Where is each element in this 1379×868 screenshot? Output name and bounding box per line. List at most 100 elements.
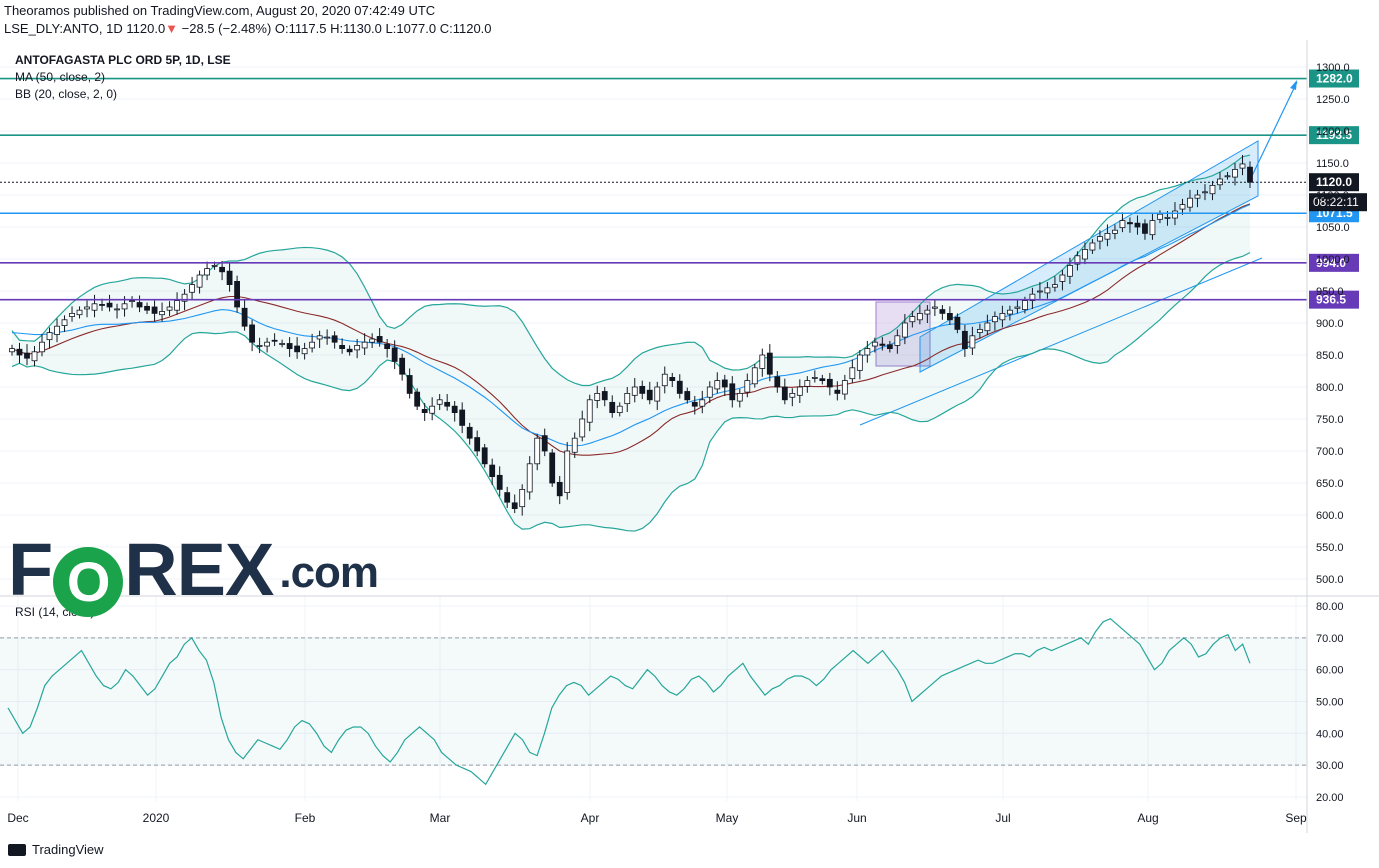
forex-logo: F O REX .com [8,527,379,617]
candle-body [1014,306,1021,309]
bb-lower [11,252,1251,532]
trend-line-lower [859,257,1263,426]
candle-body [909,316,916,323]
candle-body [279,343,286,345]
symbol-text: LSE_DLY:ANTO, 1D [4,21,123,36]
candle-body [804,380,811,387]
candle-body [24,352,30,359]
candle-body [406,375,413,394]
candle-body [511,502,518,509]
candle-body [991,316,998,323]
candle-body [871,341,878,347]
bb-fill [12,155,1250,532]
candle-body [204,268,210,276]
candle-body [481,447,488,465]
level-tag [1309,290,1359,309]
level-tag [1309,126,1359,145]
projection-arrow [1249,81,1298,181]
candle-body [1202,191,1208,194]
candle-body [316,335,323,340]
candle-body [1037,290,1043,293]
ohlc-text: O:1117.5 H:1130.0 L:1077.0 C:1120.0 [274,21,492,36]
candle-body [856,354,863,371]
candle-body [1224,175,1231,178]
candle-body [931,306,938,309]
candle-body [1187,197,1193,208]
candle-body [579,418,586,438]
tradingview-text: TradingView [32,842,104,857]
candle-body [969,335,976,349]
candle-body [759,354,766,369]
level-tag-label: 1120.0 [1316,175,1352,189]
candle-body [1097,236,1103,242]
rsi-tick-label: 60.00 [1316,665,1344,677]
candle-body [721,379,728,388]
candle-body [586,399,593,423]
candle-body [901,322,908,338]
level-tag [1309,69,1359,88]
candle-body [196,274,203,288]
time-tick-label: Sep [1285,811,1307,825]
candle-body [444,401,451,407]
candle-body [189,284,195,293]
level-tag-label: 1193.5 [1316,128,1352,142]
candle-body [751,367,758,385]
price-tick-label: 1200.0 [1316,126,1350,138]
candle-body [654,386,661,402]
candle-body [9,348,15,353]
candle-body [894,335,901,346]
candle-body [421,408,428,413]
candle-body [489,464,496,477]
candle-body [129,300,135,303]
candle-body [249,324,255,343]
candle-body [1232,168,1238,178]
price-tick-label: 1150.0 [1316,158,1349,170]
time-tick-label: Dec [7,811,28,825]
candle-body [669,376,676,381]
candle-body [1194,194,1201,199]
candle-body [459,409,466,426]
candle-body [309,341,316,349]
candle-body [601,391,608,401]
candle-body [1239,163,1246,169]
price-tick-label: 650.0 [1316,478,1344,490]
ma50-line [11,204,1251,447]
candle-body [766,352,773,375]
price-tick-label: 600.0 [1316,510,1344,522]
candle-body [496,474,503,490]
rsi-pane: 20.00 30.00 40.00 50.00 60.00 70.00 80.00 [0,601,1344,804]
candle-body [324,336,331,339]
bb-basis [11,203,1251,456]
candle-body [1052,284,1058,288]
candle-body [504,492,511,503]
candle-body [526,463,533,493]
candle-body [1022,300,1028,310]
logo-o-icon: O [53,547,124,617]
candle-body [1074,255,1081,265]
candle-body [166,306,173,311]
candle-body [391,347,398,362]
candle-body [616,405,623,414]
candle-body [961,330,968,350]
candle-body [39,341,45,353]
price-tick-label: 850.0 [1316,350,1344,362]
candle-body [954,316,961,330]
candle-body [136,302,143,308]
rsi-line [7,618,1251,786]
rsi-tick-label: 50.00 [1316,697,1344,709]
candle-body [879,343,886,346]
candle-body [1119,220,1126,229]
time-tick-label: 2020 [143,811,170,825]
candle-body [684,391,691,401]
candle-body [264,341,271,347]
candle-body [549,452,556,484]
candle-body [219,266,225,273]
candle-body [339,344,346,349]
candle-body [159,311,165,316]
candle-body [939,309,946,314]
candle-body [826,378,833,388]
candle-body [774,376,781,388]
countdown-tag [1309,193,1367,212]
candle-body [1179,204,1186,210]
candle-body [916,312,923,321]
